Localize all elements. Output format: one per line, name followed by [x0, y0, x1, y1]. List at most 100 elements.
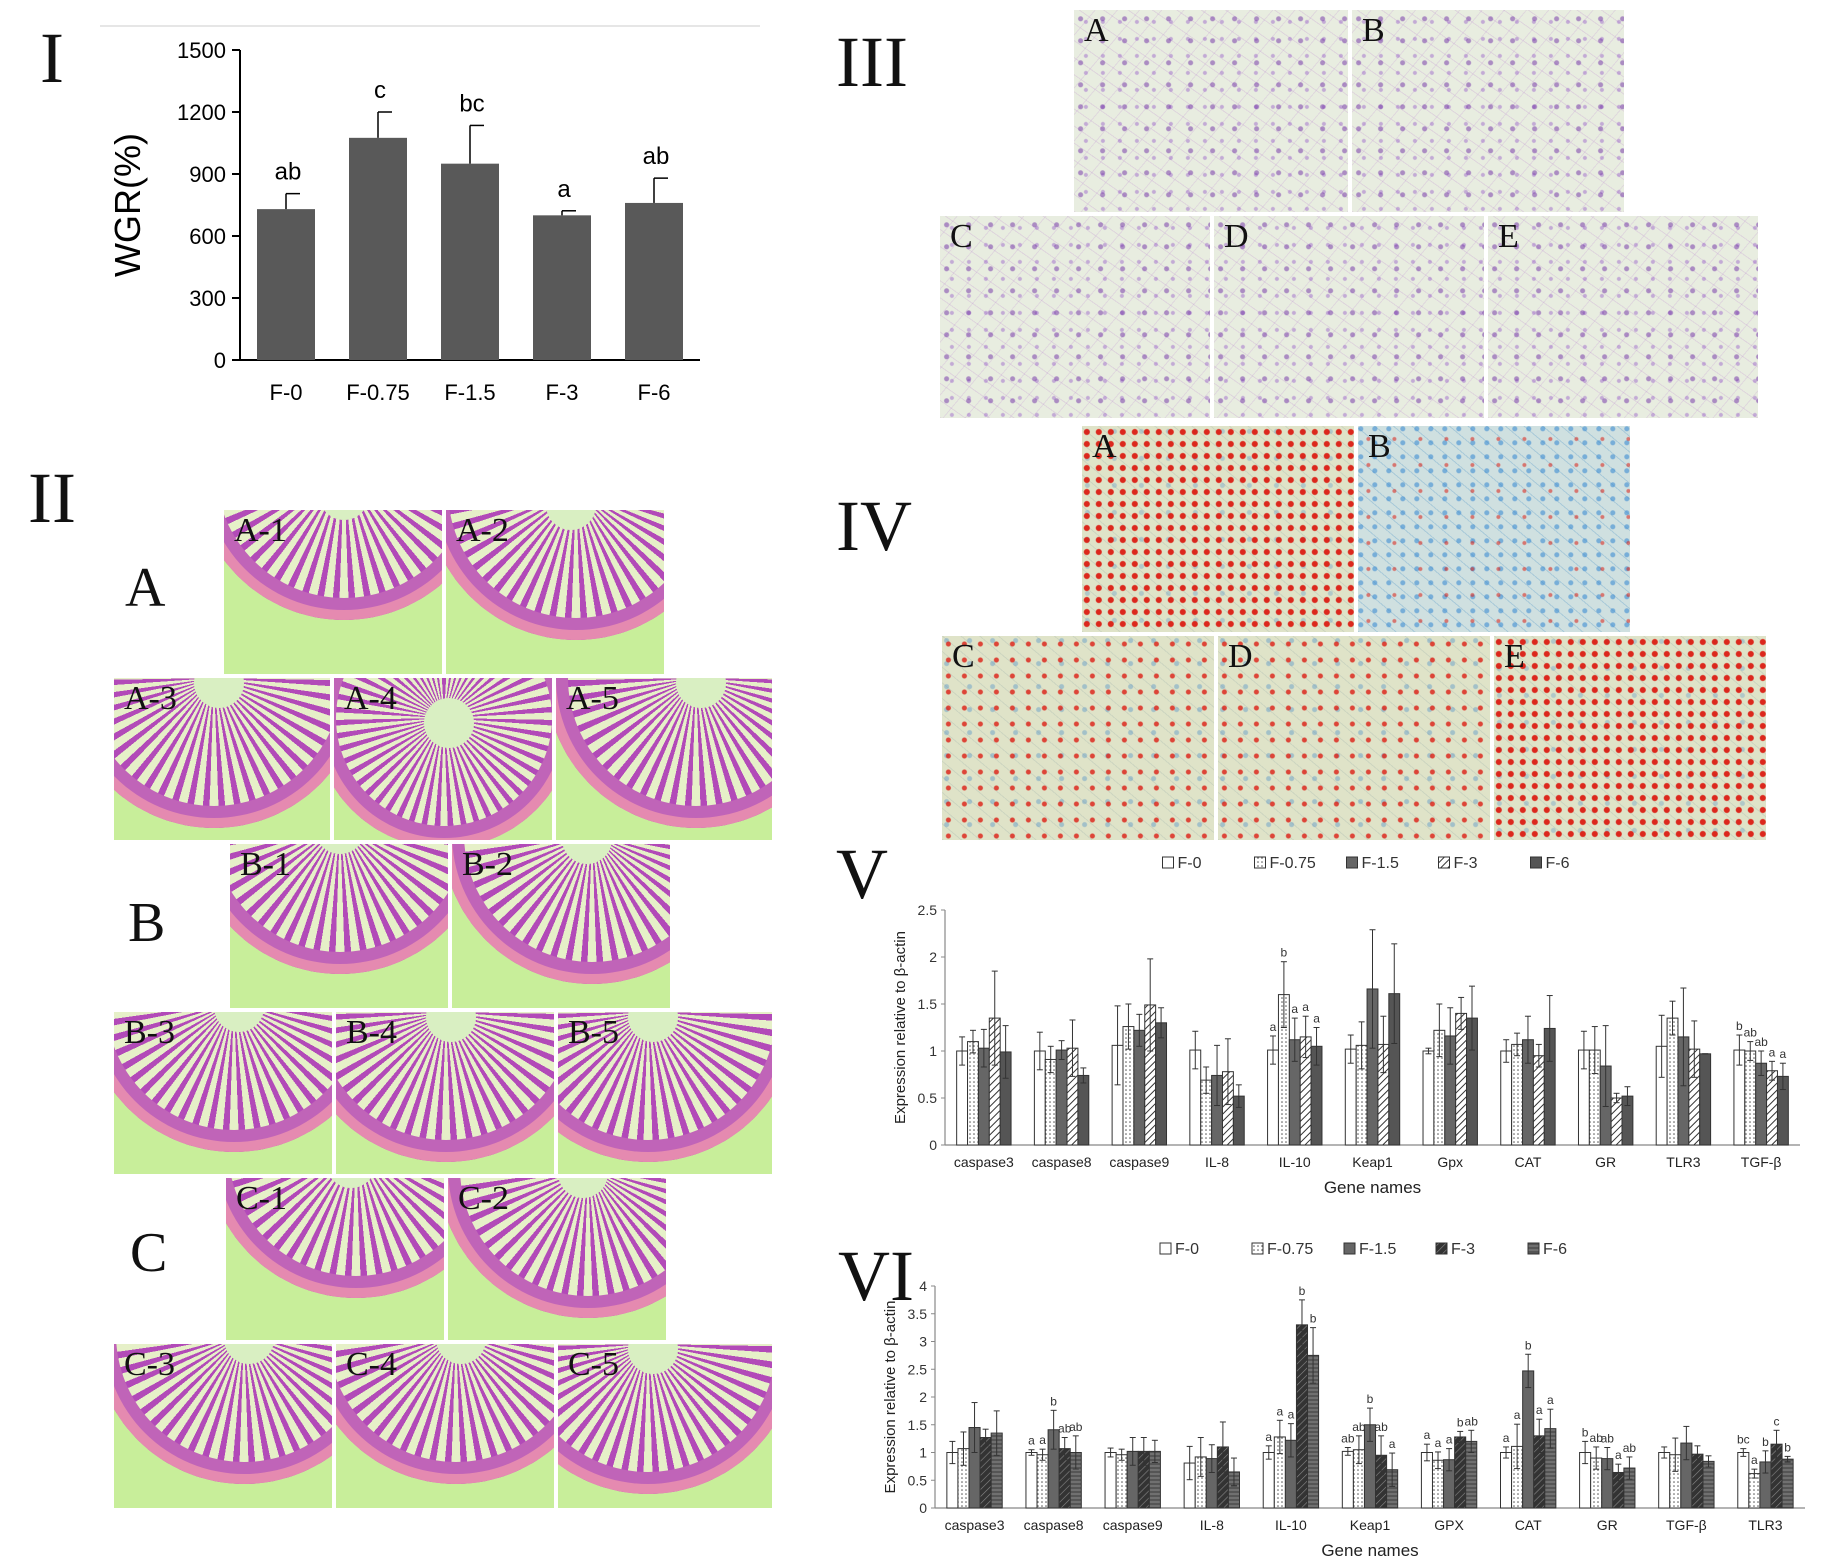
y-tick-label: 0.5 — [908, 1472, 928, 1488]
bar — [533, 215, 591, 360]
significance-letter: a — [1547, 1393, 1554, 1407]
tile-label: A — [1092, 428, 1117, 465]
y-tick-label: 2 — [929, 949, 937, 965]
y-tick-label: 2 — [919, 1389, 927, 1405]
tile-label: B-1 — [240, 846, 291, 883]
y-tick-label: 0.5 — [918, 1090, 938, 1106]
y-tick-label: 2.5 — [908, 1361, 928, 1377]
x-tick-label: caspase3 — [945, 1517, 1005, 1533]
tile-label: A-5 — [566, 680, 619, 717]
he-micrograph-b: B — [1350, 8, 1626, 214]
bar — [1036, 1454, 1049, 1509]
significance-letter: a — [1265, 1430, 1272, 1444]
bar — [1744, 1050, 1757, 1146]
bar — [441, 163, 499, 360]
legend-label: F-0.75 — [1270, 855, 1316, 872]
tile-label: D — [1224, 218, 1249, 255]
panel-label-5: V — [836, 834, 888, 914]
x-tick-label: F-0.75 — [346, 380, 410, 405]
gene-expression-chart-v: 0 0.5 1 1.5 2 2.5 Expression relative to β-act… — [892, 855, 1800, 1197]
legend-swatch — [1346, 856, 1358, 869]
x-tick-label: F-0 — [270, 380, 303, 405]
legend-label: F-1.5 — [1359, 1241, 1396, 1258]
tile-label: B-4 — [346, 1014, 397, 1051]
y-tick-label: 0 — [214, 348, 226, 373]
bar — [1454, 1436, 1467, 1509]
x-tick-label: TLR3 — [1748, 1517, 1782, 1533]
bar — [257, 209, 315, 360]
tile-label: C-5 — [568, 1346, 619, 1383]
tile-label: E — [1498, 218, 1519, 255]
bar — [1522, 1370, 1535, 1509]
significance-letter: ab — [1590, 1431, 1604, 1445]
significance-letter: ab — [1754, 1035, 1768, 1049]
significance-letter: c — [1774, 1414, 1780, 1428]
legend-label: F-6 — [1546, 855, 1570, 872]
tile-label: B-2 — [462, 846, 513, 883]
bar — [1702, 1460, 1715, 1509]
tile-label: A-4 — [344, 680, 397, 717]
significance-letter: a — [1769, 1045, 1776, 1059]
significance-letter: a — [1514, 1408, 1521, 1422]
y-tick-label: 300 — [189, 286, 226, 311]
legend-swatch — [1162, 856, 1174, 869]
y-tick-label: 2.5 — [918, 902, 938, 918]
x-tick-label: Keap1 — [1350, 1517, 1391, 1533]
legend-swatch — [1438, 856, 1450, 869]
significance-letter: ab — [1601, 1432, 1615, 1446]
x-tick-label: F-3 — [546, 380, 579, 405]
micrograph-a-1: A-1 — [222, 508, 444, 676]
legend-swatch — [1530, 856, 1542, 869]
significance-letter: b — [1310, 1312, 1317, 1326]
legend-label: F-1.5 — [1362, 855, 1399, 872]
significance-letter: b — [1736, 1019, 1743, 1033]
tile-label: A-1 — [234, 512, 287, 549]
y-tick-label: 1 — [919, 1445, 927, 1461]
y-axis-label: Expression relative to β-actin — [892, 931, 909, 1124]
oil-red-micrograph-d: D — [1216, 634, 1492, 842]
legend-swatch — [1527, 1242, 1540, 1255]
significance-letter: ab — [643, 143, 670, 170]
x-tick-label: caspase8 — [1024, 1517, 1084, 1533]
y-axis-label: Expression relative to β-actin — [882, 1301, 899, 1494]
significance-letter: a — [1028, 1434, 1035, 1448]
legend-swatch — [1254, 856, 1266, 869]
legend-label: F-0 — [1175, 1241, 1199, 1258]
x-tick-label: GR — [1595, 1154, 1616, 1170]
legend-label: F-6 — [1543, 1241, 1567, 1258]
bar — [1133, 1029, 1146, 1146]
bar — [349, 137, 407, 360]
tile-label: A — [1084, 12, 1109, 49]
bar — [1748, 1473, 1761, 1509]
x-tick-label: caspase9 — [1109, 1154, 1169, 1170]
y-tick-label: 0 — [919, 1500, 927, 1516]
significance-letter: ab — [1341, 1432, 1355, 1446]
oil-red-micrograph-e: E — [1492, 634, 1768, 842]
x-tick-label: TGF-β — [1741, 1154, 1782, 1170]
legend-swatch — [1435, 1242, 1448, 1255]
bar — [1532, 1055, 1545, 1146]
tile-label: E — [1504, 638, 1525, 675]
bar — [1658, 1452, 1671, 1509]
he-micrograph-c: C — [938, 214, 1212, 420]
significance-letter: b — [1525, 1338, 1532, 1352]
tile-label: B — [1368, 428, 1391, 465]
tile-label: C-2 — [458, 1180, 509, 1217]
panel-label-6: VI — [838, 1236, 914, 1316]
significance-letter: ab — [1374, 1420, 1388, 1434]
significance-letter: a — [1536, 1403, 1543, 1417]
bar — [1295, 1324, 1309, 1509]
x-axis-label: Gene names — [1324, 1178, 1421, 1197]
micrograph-b-2: B-2 — [450, 842, 672, 1010]
x-axis-label: Gene names — [1321, 1541, 1418, 1556]
he-micrograph-a: A — [1072, 8, 1350, 214]
significance-letter: a — [1302, 1000, 1309, 1014]
legend-label: F-3 — [1451, 1241, 1475, 1258]
legend-swatch — [1251, 1242, 1264, 1255]
significance-letter: a — [1751, 1453, 1758, 1467]
x-tick-label: CAT — [1514, 1154, 1541, 1170]
significance-letter: a — [557, 176, 571, 203]
x-tick-label: Gpx — [1437, 1154, 1463, 1170]
significance-letter: a — [1389, 1437, 1396, 1451]
x-tick-label: caspase9 — [1103, 1517, 1163, 1533]
